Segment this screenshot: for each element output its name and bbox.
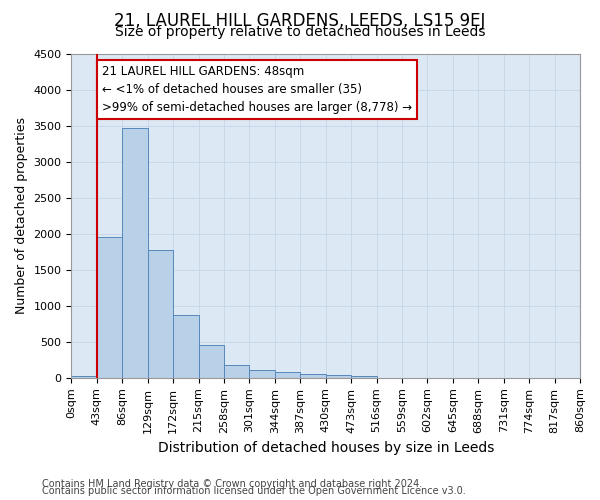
X-axis label: Distribution of detached houses by size in Leeds: Distribution of detached houses by size … [158,441,494,455]
Bar [351,376,377,378]
Bar [300,374,326,378]
Text: 21, LAUREL HILL GARDENS, LEEDS, LS15 9EJ: 21, LAUREL HILL GARDENS, LEEDS, LS15 9EJ [115,12,485,30]
Bar [173,315,199,378]
Text: 21 LAUREL HILL GARDENS: 48sqm
← <1% of detached houses are smaller (35)
>99% of : 21 LAUREL HILL GARDENS: 48sqm ← <1% of d… [102,65,412,114]
Bar [71,376,97,378]
Bar [326,375,351,378]
Bar [250,370,275,378]
Bar [224,365,250,378]
Y-axis label: Number of detached properties: Number of detached properties [15,118,28,314]
Text: Size of property relative to detached houses in Leeds: Size of property relative to detached ho… [115,25,485,39]
Text: Contains HM Land Registry data © Crown copyright and database right 2024.: Contains HM Land Registry data © Crown c… [42,479,422,489]
Text: Contains public sector information licensed under the Open Government Licence v3: Contains public sector information licen… [42,486,466,496]
Bar [97,238,122,378]
Bar [148,250,173,378]
Bar [275,372,300,378]
Bar [122,128,148,378]
Bar [199,346,224,378]
